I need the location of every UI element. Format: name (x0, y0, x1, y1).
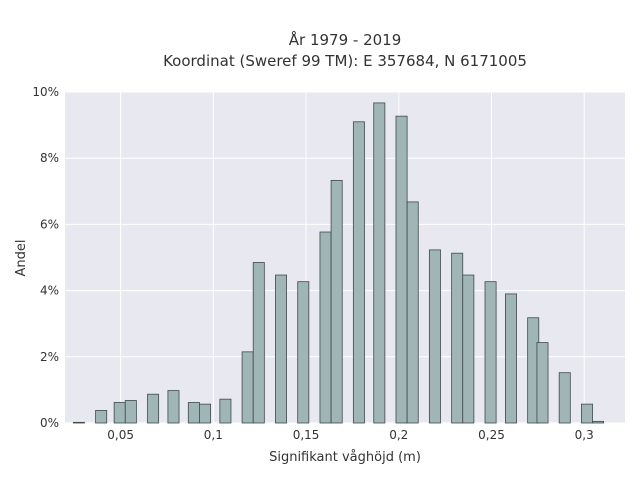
x-tick-label: 0,05 (107, 428, 134, 442)
histogram-bar (581, 403, 593, 424)
chart-title-line-1: År 1979 - 2019 (289, 30, 402, 49)
histogram-bar (167, 390, 180, 424)
y-tick-label: 6% (40, 217, 59, 231)
histogram-bar (558, 372, 571, 424)
histogram-bar (319, 231, 332, 424)
histogram-bar (592, 420, 605, 424)
histogram-bar (113, 402, 126, 424)
y-tick-label: 2% (40, 350, 59, 364)
histogram-bar (147, 393, 160, 424)
histogram-bar (373, 102, 386, 424)
histogram-bar (219, 398, 232, 424)
histogram-bar (352, 121, 365, 424)
chart-title-line-2: Koordinat (Sweref 99 TM): E 357684, N 61… (163, 52, 527, 70)
bars (72, 102, 605, 424)
y-tick-label: 4% (40, 284, 59, 298)
histogram-bar (406, 201, 419, 424)
x-tick-label: 0,3 (575, 428, 594, 442)
y-tick-label: 8% (40, 151, 59, 165)
histogram-bar (330, 179, 343, 424)
histogram-bar (241, 351, 254, 424)
histogram-bar (187, 402, 200, 424)
y-tick-label: 10% (32, 85, 59, 99)
histogram-bar (395, 115, 408, 424)
x-tick-labels: 0,05 0,1 0,15 0,2 0,25 0,3 (107, 428, 593, 442)
histogram-bar (275, 274, 287, 424)
histogram-bar (72, 421, 85, 424)
y-tick-label: 0% (40, 416, 59, 430)
x-tick-label: 0,15 (293, 428, 320, 442)
histogram-bar (297, 281, 310, 424)
x-tick-label: 0,25 (478, 428, 505, 442)
histogram-bar (199, 403, 211, 424)
histogram-bar (484, 281, 497, 424)
histogram-bar (504, 293, 517, 424)
histogram-bar (124, 400, 137, 424)
x-tick-label: 0,1 (204, 428, 223, 442)
x-axis-title: Signifikant våghöjd (m) (269, 450, 421, 465)
x-tick-label: 0,2 (389, 428, 408, 442)
histogram-bar (252, 262, 265, 424)
histogram-bar (462, 274, 475, 424)
y-axis-title: Andel (14, 240, 29, 277)
histogram-bar (428, 249, 441, 424)
y-tick-labels: 0% 2% 4% 6% 8% 10% (32, 85, 59, 430)
histogram-bar (451, 252, 464, 424)
histogram-bar (536, 342, 549, 424)
histogram-bar (95, 410, 108, 424)
